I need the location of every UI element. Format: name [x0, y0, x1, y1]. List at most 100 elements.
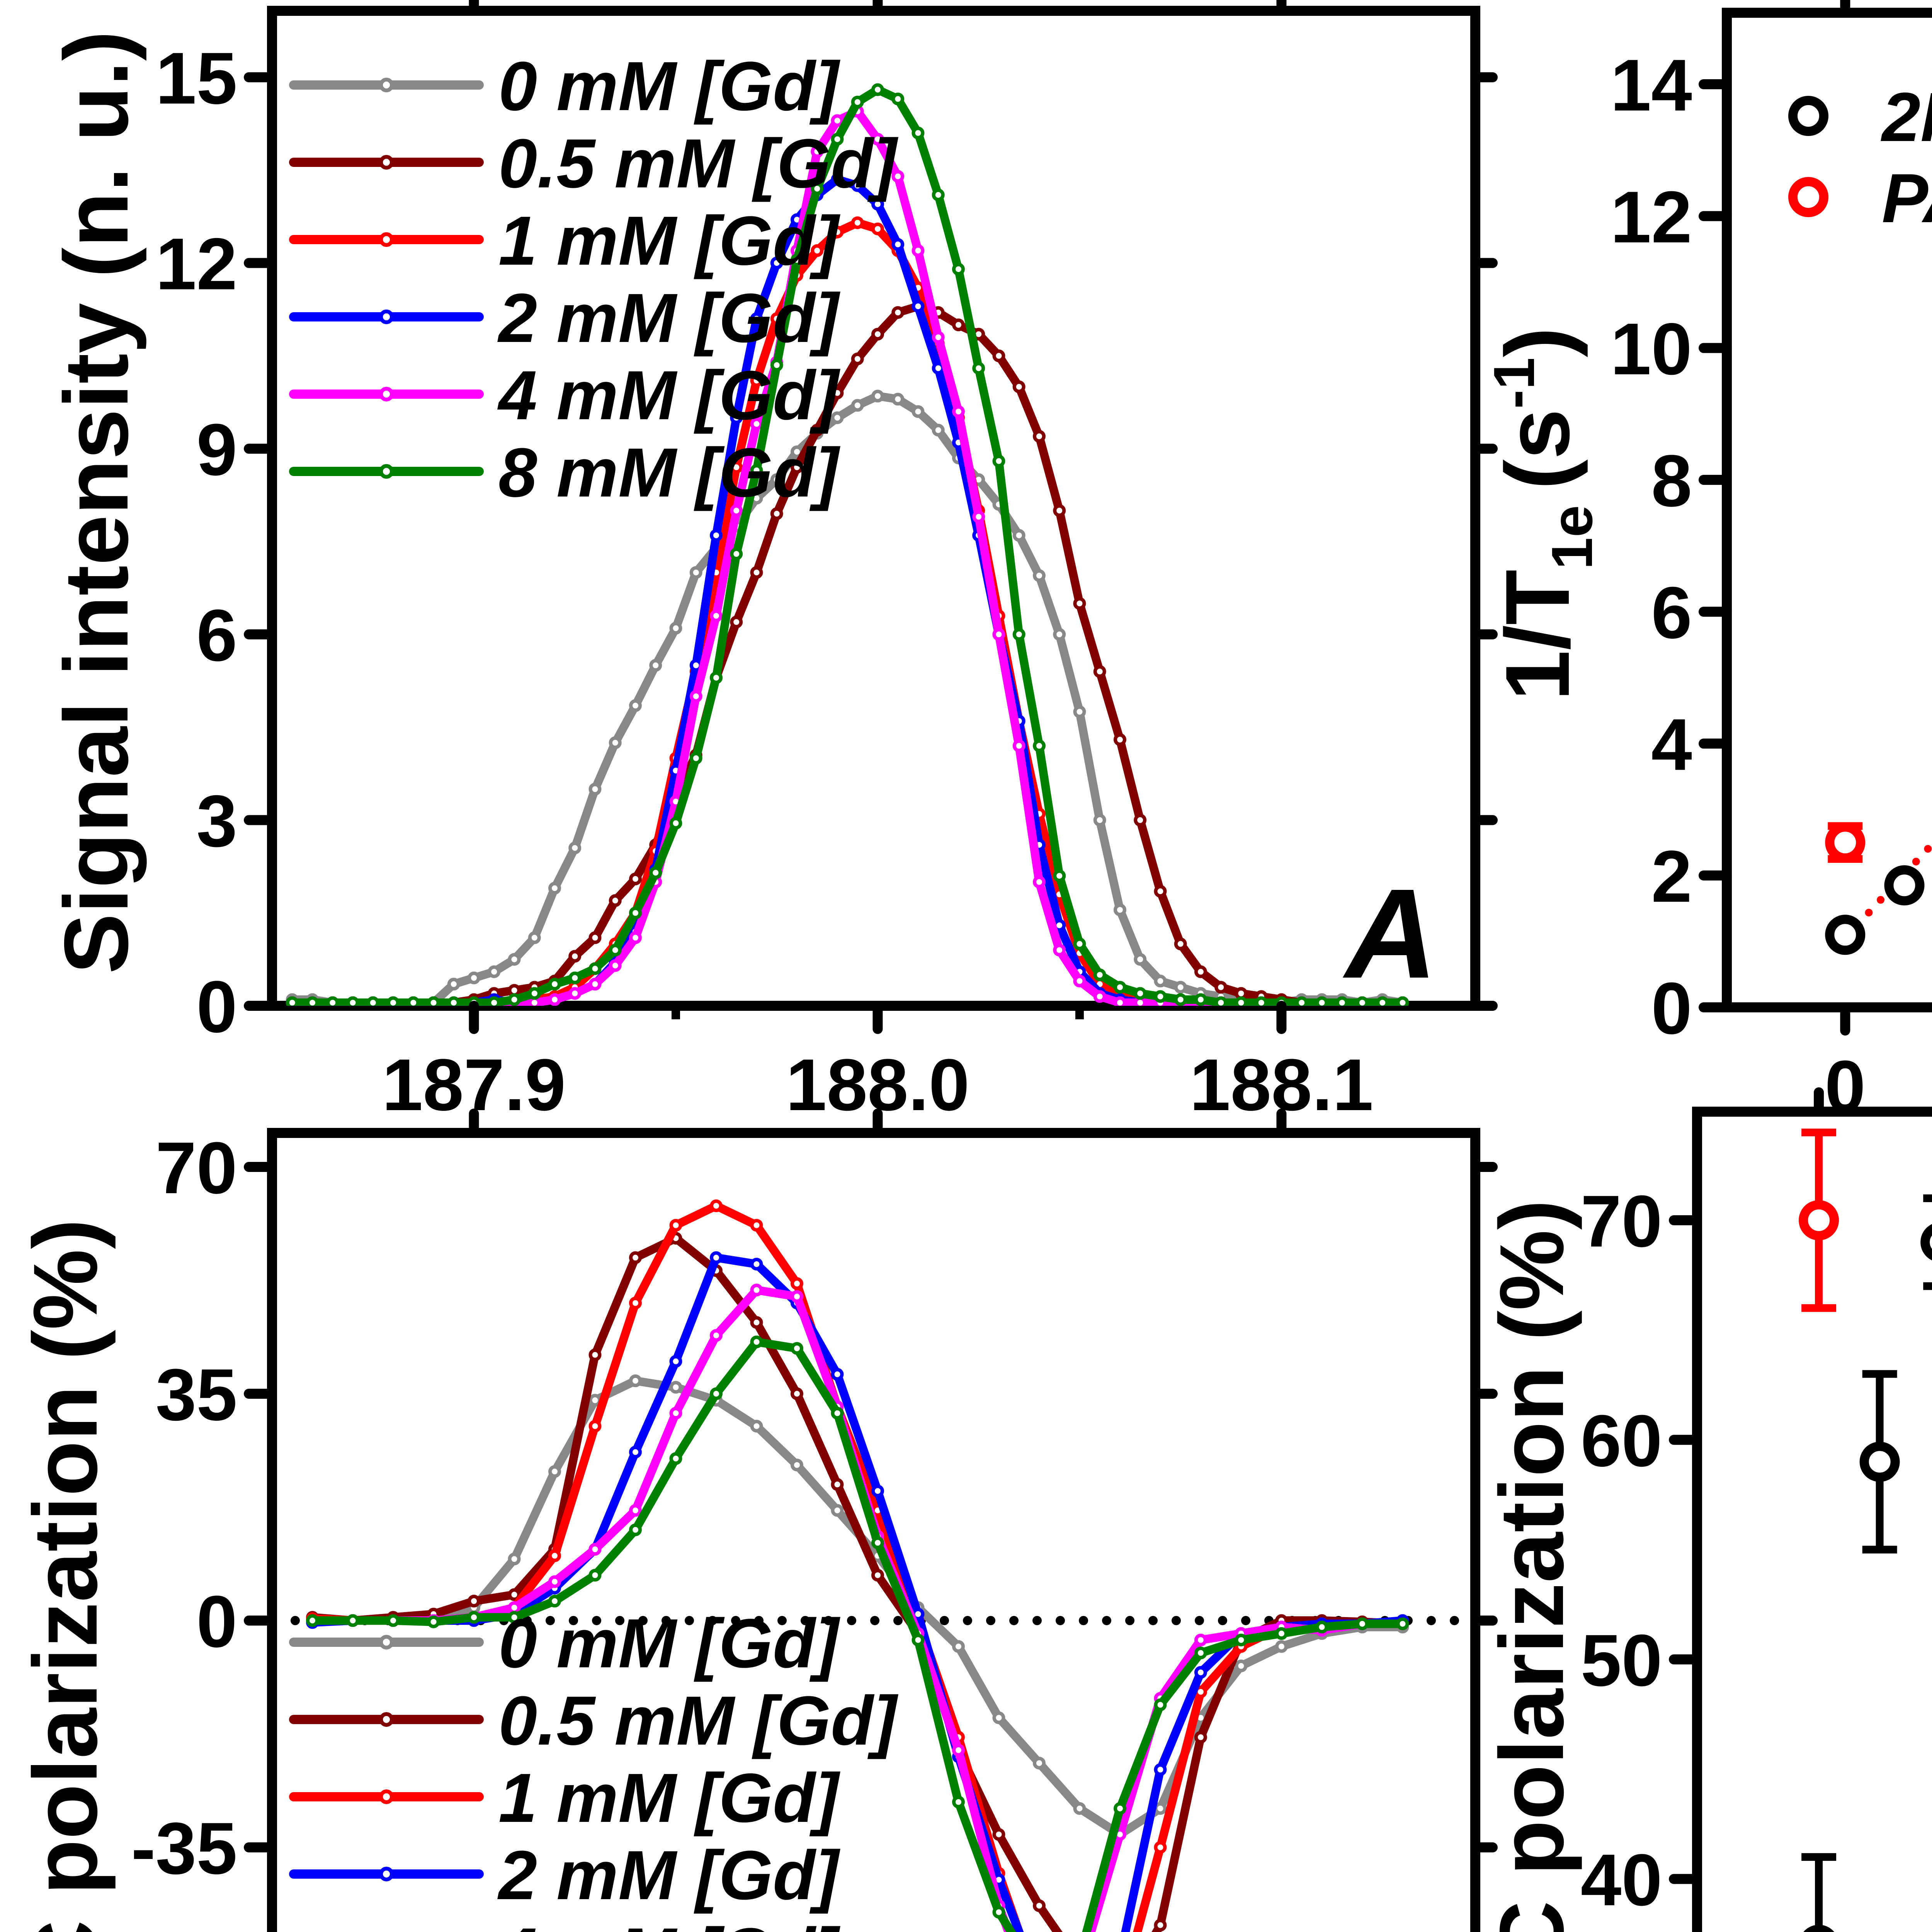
series-line: [312, 1253, 1403, 1932]
data-point: [750, 1335, 763, 1349]
data-point: [508, 993, 521, 1006]
y-tick-label: 2: [1651, 836, 1692, 918]
data-point: [831, 1478, 844, 1491]
data-point: [629, 1446, 642, 1459]
data-point: [1032, 430, 1046, 443]
legend-marker: [379, 387, 394, 401]
legend-label: 2M glu in GW55: [1881, 78, 1932, 156]
panel-label-a: A: [1341, 862, 1437, 1005]
data-point: [1154, 1841, 1167, 1854]
data-point: [629, 1296, 642, 1310]
data-point: [508, 1611, 521, 1624]
y-tick-label: 15: [156, 37, 237, 119]
data-point: [1154, 1698, 1167, 1711]
legend-marker: [379, 155, 394, 170]
plot-marks: [1799, 1128, 1932, 1932]
data-point: [750, 1316, 763, 1329]
data-point: [709, 1329, 723, 1342]
data-point: [629, 1251, 642, 1264]
data-point: [871, 222, 884, 235]
data-point: [488, 996, 501, 1006]
data-point: [1376, 996, 1389, 1006]
data-point: [568, 987, 582, 1000]
data-point: [508, 1553, 521, 1566]
data-point: [689, 690, 702, 703]
data-point: [831, 173, 844, 186]
data-point: [831, 386, 844, 400]
data-point: [851, 95, 864, 109]
data-point: [912, 126, 925, 139]
data-point: [790, 253, 803, 267]
data-point: [770, 359, 783, 372]
data-point: [871, 1485, 884, 1498]
legend-label: 2 mM [Gd]: [497, 279, 840, 357]
plot-marks: [1825, 822, 1932, 955]
data-point: [952, 405, 965, 418]
data-point: [871, 1536, 884, 1549]
data-point: [488, 965, 501, 978]
y-axis-title-paren-close: ): [1486, 327, 1588, 357]
data-point: [588, 1348, 602, 1361]
legend-label: PA: [1882, 160, 1932, 237]
plot-frame: [1692, 1107, 1932, 1932]
y-tick-label: 60: [1581, 1400, 1662, 1482]
data-point: [1235, 1659, 1248, 1672]
data-point: [1012, 380, 1026, 393]
data-point: [1803, 1925, 1835, 1932]
data-point: [932, 331, 945, 344]
data-point: [609, 736, 622, 749]
legend: 0 mM [Gd]0.5 mM [Gd]1 mM [Gd]2 mM [Gd]4 …: [289, 1605, 898, 1932]
data-point: [811, 423, 824, 437]
data-point: [730, 616, 743, 629]
data-point: [709, 1251, 723, 1264]
data-point: [588, 978, 602, 991]
data-point: [831, 1368, 844, 1381]
data-point: [770, 257, 783, 270]
y-axis-title-main: C polarization (%): [1481, 1199, 1582, 1932]
data-point: [386, 996, 400, 1006]
data-point: [1073, 597, 1086, 610]
data-point: [568, 841, 582, 854]
data-point: [871, 133, 884, 146]
data-point: [790, 1277, 803, 1290]
data-point: [1093, 665, 1106, 678]
data-point: [992, 454, 1005, 468]
data-point: [1275, 1640, 1288, 1653]
y-axis-title-main: 1/T: [1486, 570, 1588, 701]
data-point: [346, 996, 359, 1006]
data-point: [952, 1796, 965, 1809]
data-point: [689, 752, 702, 765]
data-point: [1315, 996, 1328, 1006]
data-point: [912, 300, 925, 313]
data-point: [831, 411, 844, 424]
data-point: [467, 1611, 480, 1624]
data-point: [1315, 1621, 1328, 1634]
data-point: [1799, 1200, 1839, 1240]
y-axis-title-paren: (s: [1486, 409, 1588, 490]
data-point: [1093, 968, 1106, 981]
data-point: [1859, 1442, 1900, 1482]
data-point: [1154, 1802, 1167, 1815]
data-point: [588, 1569, 602, 1582]
data-point: [1032, 739, 1046, 752]
data-point: [1396, 996, 1409, 1006]
data-point: [811, 145, 824, 158]
legend-label: 0.5 mM [Gd]: [498, 125, 898, 202]
data-point: [750, 1258, 763, 1271]
data-point: [629, 1523, 642, 1536]
data-point: [689, 566, 702, 579]
data-point: [750, 464, 763, 477]
data-point: [1012, 628, 1026, 641]
data-point: [548, 1595, 561, 1608]
series-line: [312, 1337, 1403, 1932]
y-tick-label: 50: [1581, 1620, 1662, 1702]
axis-ticks: 024683040506070: [1581, 1087, 1824, 1921]
data-point: [1355, 1617, 1369, 1630]
y-tick-label: 6: [1651, 572, 1692, 654]
y-tick-label: 0: [1651, 968, 1692, 1049]
series-line: [312, 1201, 1403, 1932]
legend-label: 0 mM [Gd]: [498, 48, 840, 125]
legend-label: 0.5 mM [Gd]: [498, 1682, 898, 1760]
